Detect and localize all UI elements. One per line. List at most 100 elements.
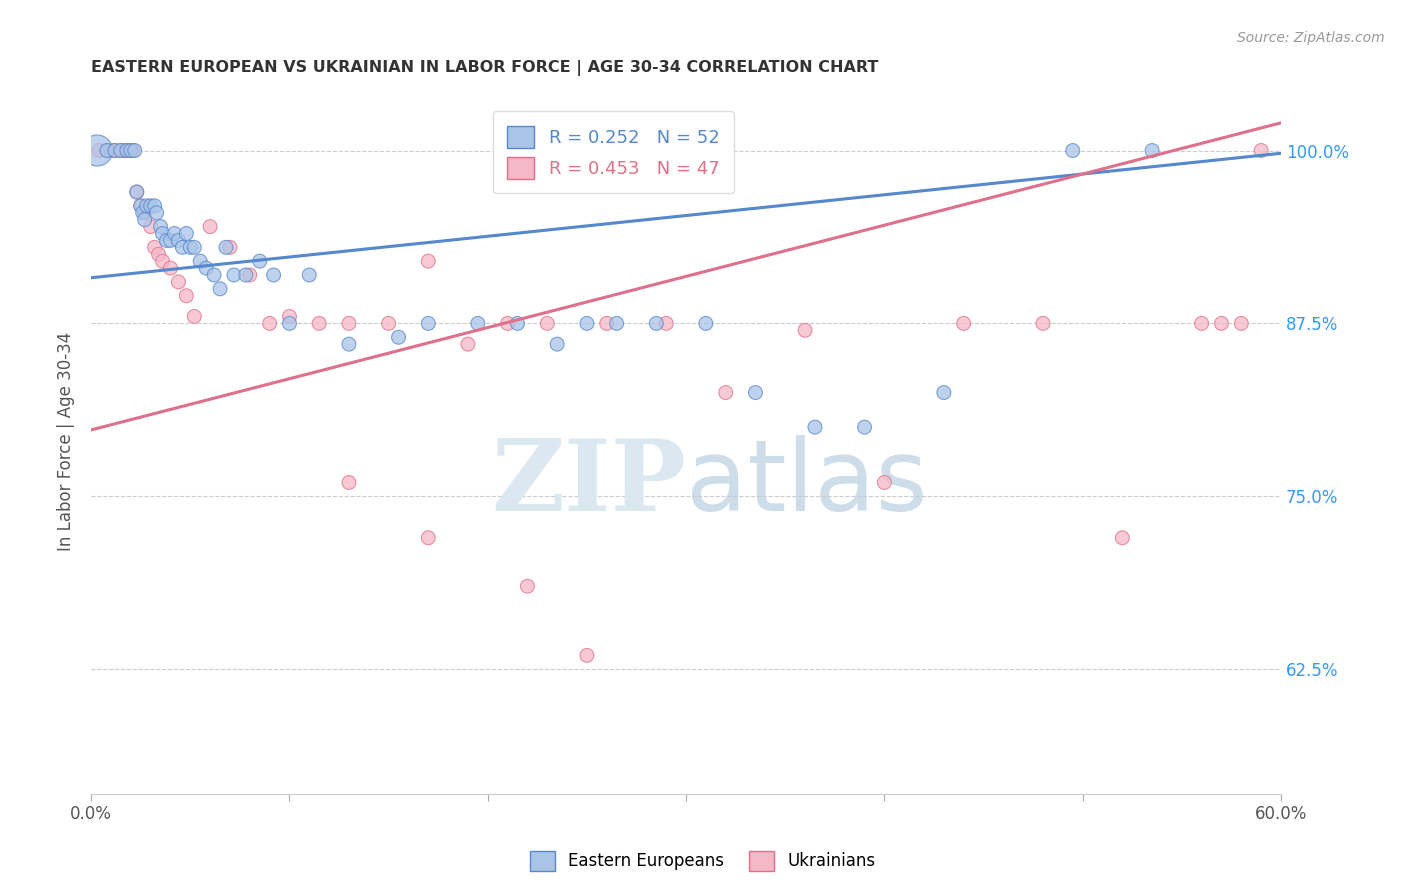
Point — [695, 317, 717, 331]
Point — [337, 317, 360, 331]
Point — [143, 240, 166, 254]
Legend: R = 0.252   N = 52, R = 0.453   N = 47: R = 0.252 N = 52, R = 0.453 N = 47 — [494, 112, 734, 194]
Point — [155, 234, 177, 248]
Point — [1111, 531, 1133, 545]
Point — [87, 144, 110, 158]
Point — [1191, 317, 1213, 331]
Point — [176, 289, 198, 303]
Point — [183, 240, 205, 254]
Text: ZIP: ZIP — [491, 434, 686, 532]
Point — [1211, 317, 1233, 331]
Point — [932, 385, 955, 400]
Point — [235, 268, 257, 282]
Point — [195, 261, 218, 276]
Point — [546, 337, 568, 351]
Point — [209, 282, 232, 296]
Point — [100, 144, 122, 158]
Point — [114, 144, 136, 158]
Point — [575, 648, 598, 663]
Y-axis label: In Labor Force | Age 30-34: In Labor Force | Age 30-34 — [58, 331, 75, 550]
Point — [125, 185, 148, 199]
Point — [575, 317, 598, 331]
Point — [118, 144, 141, 158]
Point — [110, 144, 132, 158]
Point — [606, 317, 628, 331]
Text: atlas: atlas — [686, 434, 928, 532]
Point — [506, 317, 529, 331]
Point — [148, 247, 170, 261]
Point — [129, 199, 152, 213]
Point — [152, 227, 174, 241]
Legend: Eastern Europeans, Ukrainians: Eastern Europeans, Ukrainians — [522, 842, 884, 880]
Point — [457, 337, 479, 351]
Point — [139, 199, 162, 213]
Point — [188, 254, 211, 268]
Point — [418, 531, 440, 545]
Point — [134, 212, 156, 227]
Point — [655, 317, 678, 331]
Point — [278, 317, 301, 331]
Point — [377, 317, 399, 331]
Point — [134, 206, 156, 220]
Point — [167, 234, 190, 248]
Point — [1140, 144, 1163, 158]
Point — [179, 240, 201, 254]
Point — [337, 337, 360, 351]
Point — [132, 206, 155, 220]
Point — [853, 420, 876, 434]
Point — [110, 144, 132, 158]
Point — [121, 144, 143, 158]
Point — [222, 268, 245, 282]
Point — [139, 219, 162, 234]
Point — [645, 317, 668, 331]
Point — [219, 240, 242, 254]
Point — [1250, 144, 1272, 158]
Point — [744, 385, 766, 400]
Point — [418, 317, 440, 331]
Text: EASTERN EUROPEAN VS UKRAINIAN IN LABOR FORCE | AGE 30-34 CORRELATION CHART: EASTERN EUROPEAN VS UKRAINIAN IN LABOR F… — [91, 60, 879, 76]
Point — [337, 475, 360, 490]
Point — [159, 234, 181, 248]
Point — [1062, 144, 1084, 158]
Point — [167, 275, 190, 289]
Point — [952, 317, 974, 331]
Point — [873, 475, 896, 490]
Point — [387, 330, 409, 344]
Point — [86, 144, 108, 158]
Point — [159, 261, 181, 276]
Point — [278, 310, 301, 324]
Point — [536, 317, 558, 331]
Point — [202, 268, 225, 282]
Point — [1230, 317, 1253, 331]
Point — [239, 268, 262, 282]
Point — [143, 199, 166, 213]
Point — [149, 219, 172, 234]
Point — [135, 199, 157, 213]
Point — [145, 206, 167, 220]
Point — [804, 420, 827, 434]
Text: Source: ZipAtlas.com: Source: ZipAtlas.com — [1237, 31, 1385, 45]
Point — [96, 144, 118, 158]
Point — [96, 144, 118, 158]
Point — [104, 144, 127, 158]
Point — [215, 240, 238, 254]
Point — [418, 254, 440, 268]
Point — [1032, 317, 1054, 331]
Point — [120, 144, 142, 158]
Point — [104, 144, 127, 158]
Point — [125, 185, 148, 199]
Point — [298, 268, 321, 282]
Point — [115, 144, 138, 158]
Point — [496, 317, 519, 331]
Point — [516, 579, 538, 593]
Point — [129, 199, 152, 213]
Point — [198, 219, 221, 234]
Point — [172, 240, 194, 254]
Point — [308, 317, 330, 331]
Point — [714, 385, 737, 400]
Point — [249, 254, 271, 268]
Point — [263, 268, 285, 282]
Point — [176, 227, 198, 241]
Point — [183, 310, 205, 324]
Point — [124, 144, 146, 158]
